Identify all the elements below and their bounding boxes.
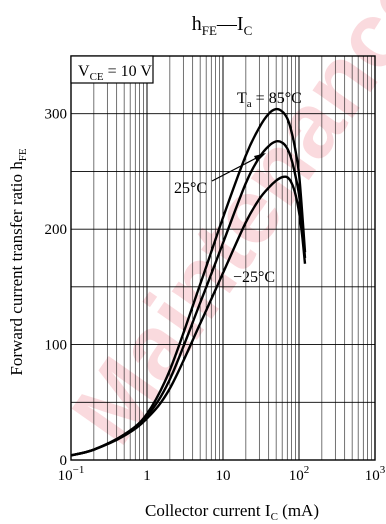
series-line-1: [70, 139, 307, 457]
y-tick-label: 100: [45, 338, 68, 354]
x-tick-labels: 10−1 1 10 102 103: [58, 464, 386, 484]
plot-series: [70, 107, 307, 457]
x-tick-label: 1: [143, 468, 151, 484]
x-tick-label: 102: [289, 464, 310, 484]
series-label-25c-arrow: [211, 154, 263, 182]
series-line-0: [70, 107, 307, 457]
y-tick-label: 300: [45, 107, 68, 123]
x-tick-label: 10: [216, 468, 231, 484]
plot-grid: [71, 56, 375, 460]
y-axis-label: Forward current transfer ratio hFE: [7, 148, 29, 375]
y-tick-labels: 0 100 200 300: [45, 107, 68, 469]
chart-title: hFE—IC: [192, 13, 253, 38]
series-label-25c: 25°C: [174, 180, 207, 197]
y-tick-label: 200: [45, 222, 68, 238]
x-tick-label: 10−1: [58, 464, 85, 484]
condition-label: VCE = 10 V: [78, 63, 152, 83]
y-tick-label: 0: [60, 453, 68, 469]
x-axis-label: Collector current IC (mA): [145, 501, 319, 523]
condition-box: [70, 55, 154, 84]
plot-frame: [70, 55, 376, 461]
x-tick-label: 103: [365, 464, 386, 484]
series-label-minus25c: −25°C: [233, 269, 275, 286]
series-line-2: [70, 175, 307, 457]
series-label-85c: Ta = 85°C: [237, 90, 302, 110]
series-label-25c-arrowhead: [254, 153, 266, 162]
